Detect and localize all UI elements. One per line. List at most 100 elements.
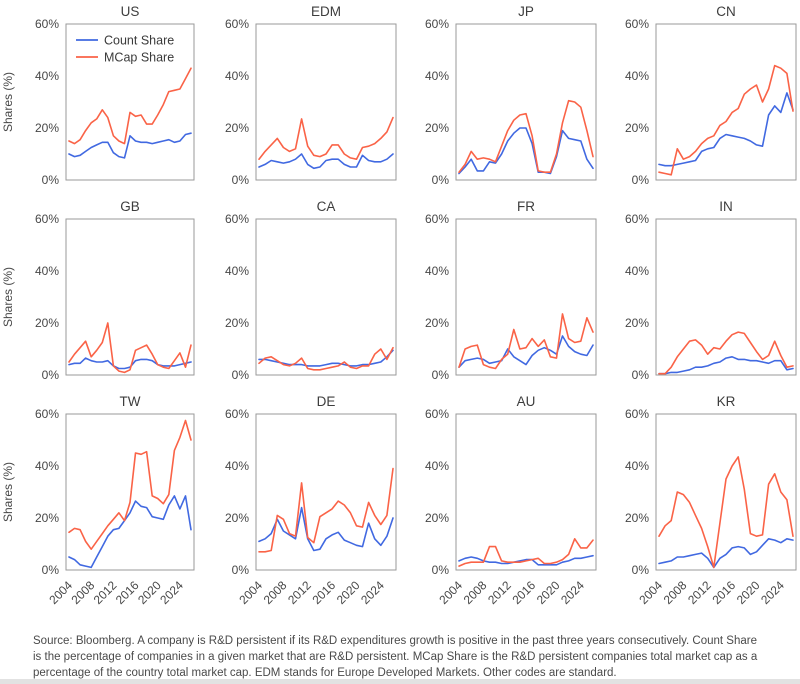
y-tick-label: 60% <box>625 407 649 421</box>
line-chart-tw: TW0%20%40%60%Shares (%)20042008201220162… <box>1 394 195 607</box>
y-tick-label: 0% <box>232 563 250 577</box>
panel-title: GB <box>120 199 140 214</box>
y-tick-label: 60% <box>625 212 649 226</box>
y-tick-label: 20% <box>425 511 449 525</box>
plot-border <box>255 413 397 571</box>
count-share-line <box>68 132 192 159</box>
y-tick-label: 60% <box>425 407 449 421</box>
y-tick-label: 60% <box>225 212 249 226</box>
count-share-line <box>658 356 794 375</box>
y-axis-label: Shares (%) <box>1 267 15 327</box>
y-tick-label: 20% <box>35 316 59 330</box>
plot-border <box>255 218 397 376</box>
y-tick-label: 40% <box>35 264 59 278</box>
y-tick-label: 60% <box>425 212 449 226</box>
y-tick-label: 40% <box>625 69 649 83</box>
x-tick-label: 2012 <box>91 578 120 607</box>
y-tick-label: 40% <box>625 459 649 473</box>
x-tick-label: 2012 <box>685 578 714 607</box>
chart-panel-in: IN 0% 20% 40% 60% <box>600 195 800 390</box>
y-tick-label: 0% <box>42 368 60 382</box>
mcap-share-line <box>68 419 192 550</box>
chart-panel-ca: CA 0% 20% 40% 60% <box>200 195 400 390</box>
mcap-share-line <box>658 331 794 375</box>
count-share-line <box>658 92 794 167</box>
panel-title: KR <box>717 394 736 409</box>
chart-panel-fr: FR 0% 20% 40% 60% <box>400 195 600 390</box>
plot-border <box>255 23 397 181</box>
y-axis-label: Shares (%) <box>1 72 15 132</box>
y-tick-label: 40% <box>425 459 449 473</box>
x-tick-label: 2008 <box>69 578 98 607</box>
plot-border <box>455 413 597 571</box>
panel-title: EDM <box>311 4 341 19</box>
y-tick-label: 40% <box>225 264 249 278</box>
x-tick-label: 2004 <box>436 578 465 607</box>
count-share-line <box>258 506 394 552</box>
mcap-share-line <box>68 67 192 145</box>
x-tick-label: 2016 <box>509 578 538 607</box>
y-tick-label: 60% <box>225 17 249 31</box>
x-tick-label: 2008 <box>461 578 490 607</box>
count-share-line <box>458 554 594 566</box>
y-tick-label: 0% <box>42 563 60 577</box>
y-tick-label: 40% <box>425 264 449 278</box>
y-tick-label: 0% <box>232 173 250 187</box>
charts-grid: US 0% 20% 40% 60% Shares (%) Count Share MCap S… <box>0 0 800 630</box>
x-tick-label: 2004 <box>46 578 75 607</box>
count-share-line <box>68 495 192 569</box>
y-tick-label: 60% <box>35 17 59 31</box>
y-tick-label: 60% <box>35 407 59 421</box>
y-tick-label: 0% <box>232 368 250 382</box>
y-tick-label: 20% <box>425 316 449 330</box>
y-tick-label: 40% <box>225 459 249 473</box>
y-tick-label: 40% <box>425 69 449 83</box>
y-tick-label: 60% <box>425 17 449 31</box>
mcap-share-line <box>658 456 794 569</box>
panel-title: AU <box>517 394 536 409</box>
panel-title: US <box>121 4 140 19</box>
x-tick-label: 2004 <box>236 578 265 607</box>
line-chart-gb: GB 0% 20% 40% 60% Shares (%) <box>1 199 195 382</box>
y-tick-label: 0% <box>432 563 450 577</box>
line-chart-cn: CN 0% 20% 40% 60% <box>625 4 797 187</box>
x-tick-label: 2016 <box>113 578 142 607</box>
y-tick-label: 20% <box>225 511 249 525</box>
y-tick-label: 0% <box>632 563 650 577</box>
y-tick-label: 40% <box>35 69 59 83</box>
x-tick-label: 2020 <box>734 578 763 607</box>
plot-border <box>455 23 597 181</box>
chart-panel-gb: GB 0% 20% 40% 60% Shares (%) <box>0 195 200 390</box>
mcap-share-line <box>258 346 394 371</box>
y-tick-label: 20% <box>35 121 59 135</box>
x-tick-label: 2024 <box>758 578 787 607</box>
y-tick-label: 20% <box>625 511 649 525</box>
plot-border <box>65 23 195 181</box>
y-tick-label: 0% <box>42 173 60 187</box>
y-tick-label: 40% <box>35 459 59 473</box>
y-tick-label: 20% <box>425 121 449 135</box>
y-tick-label: 60% <box>625 17 649 31</box>
mcap-share-line <box>458 99 594 173</box>
y-tick-label: 0% <box>432 173 450 187</box>
panel-title: CA <box>317 199 336 214</box>
source-note-line: is the percentage of companies in a give… <box>33 651 758 663</box>
legend-label: Count Share <box>104 34 174 48</box>
mcap-share-line <box>258 467 394 553</box>
window-edge-strip <box>0 679 800 684</box>
y-axis-label: Shares (%) <box>1 462 15 522</box>
y-tick-label: 40% <box>625 264 649 278</box>
chart-panel-cn: CN 0% 20% 40% 60% <box>600 0 800 195</box>
chart-panel-au: AU 0% 20% 40% 60% 2004 2008 2012 2016 2020 2024 <box>400 390 600 630</box>
panel-title: DE <box>317 394 336 409</box>
panel-title: FR <box>517 199 535 214</box>
x-tick-label: 2008 <box>261 578 290 607</box>
line-chart-jp: JP 0% 20% 40% 60% <box>425 4 597 187</box>
legend-label: MCap Share <box>104 51 174 65</box>
y-tick-label: 20% <box>225 121 249 135</box>
y-tick-label: 20% <box>625 316 649 330</box>
mcap-share-line <box>458 538 594 567</box>
